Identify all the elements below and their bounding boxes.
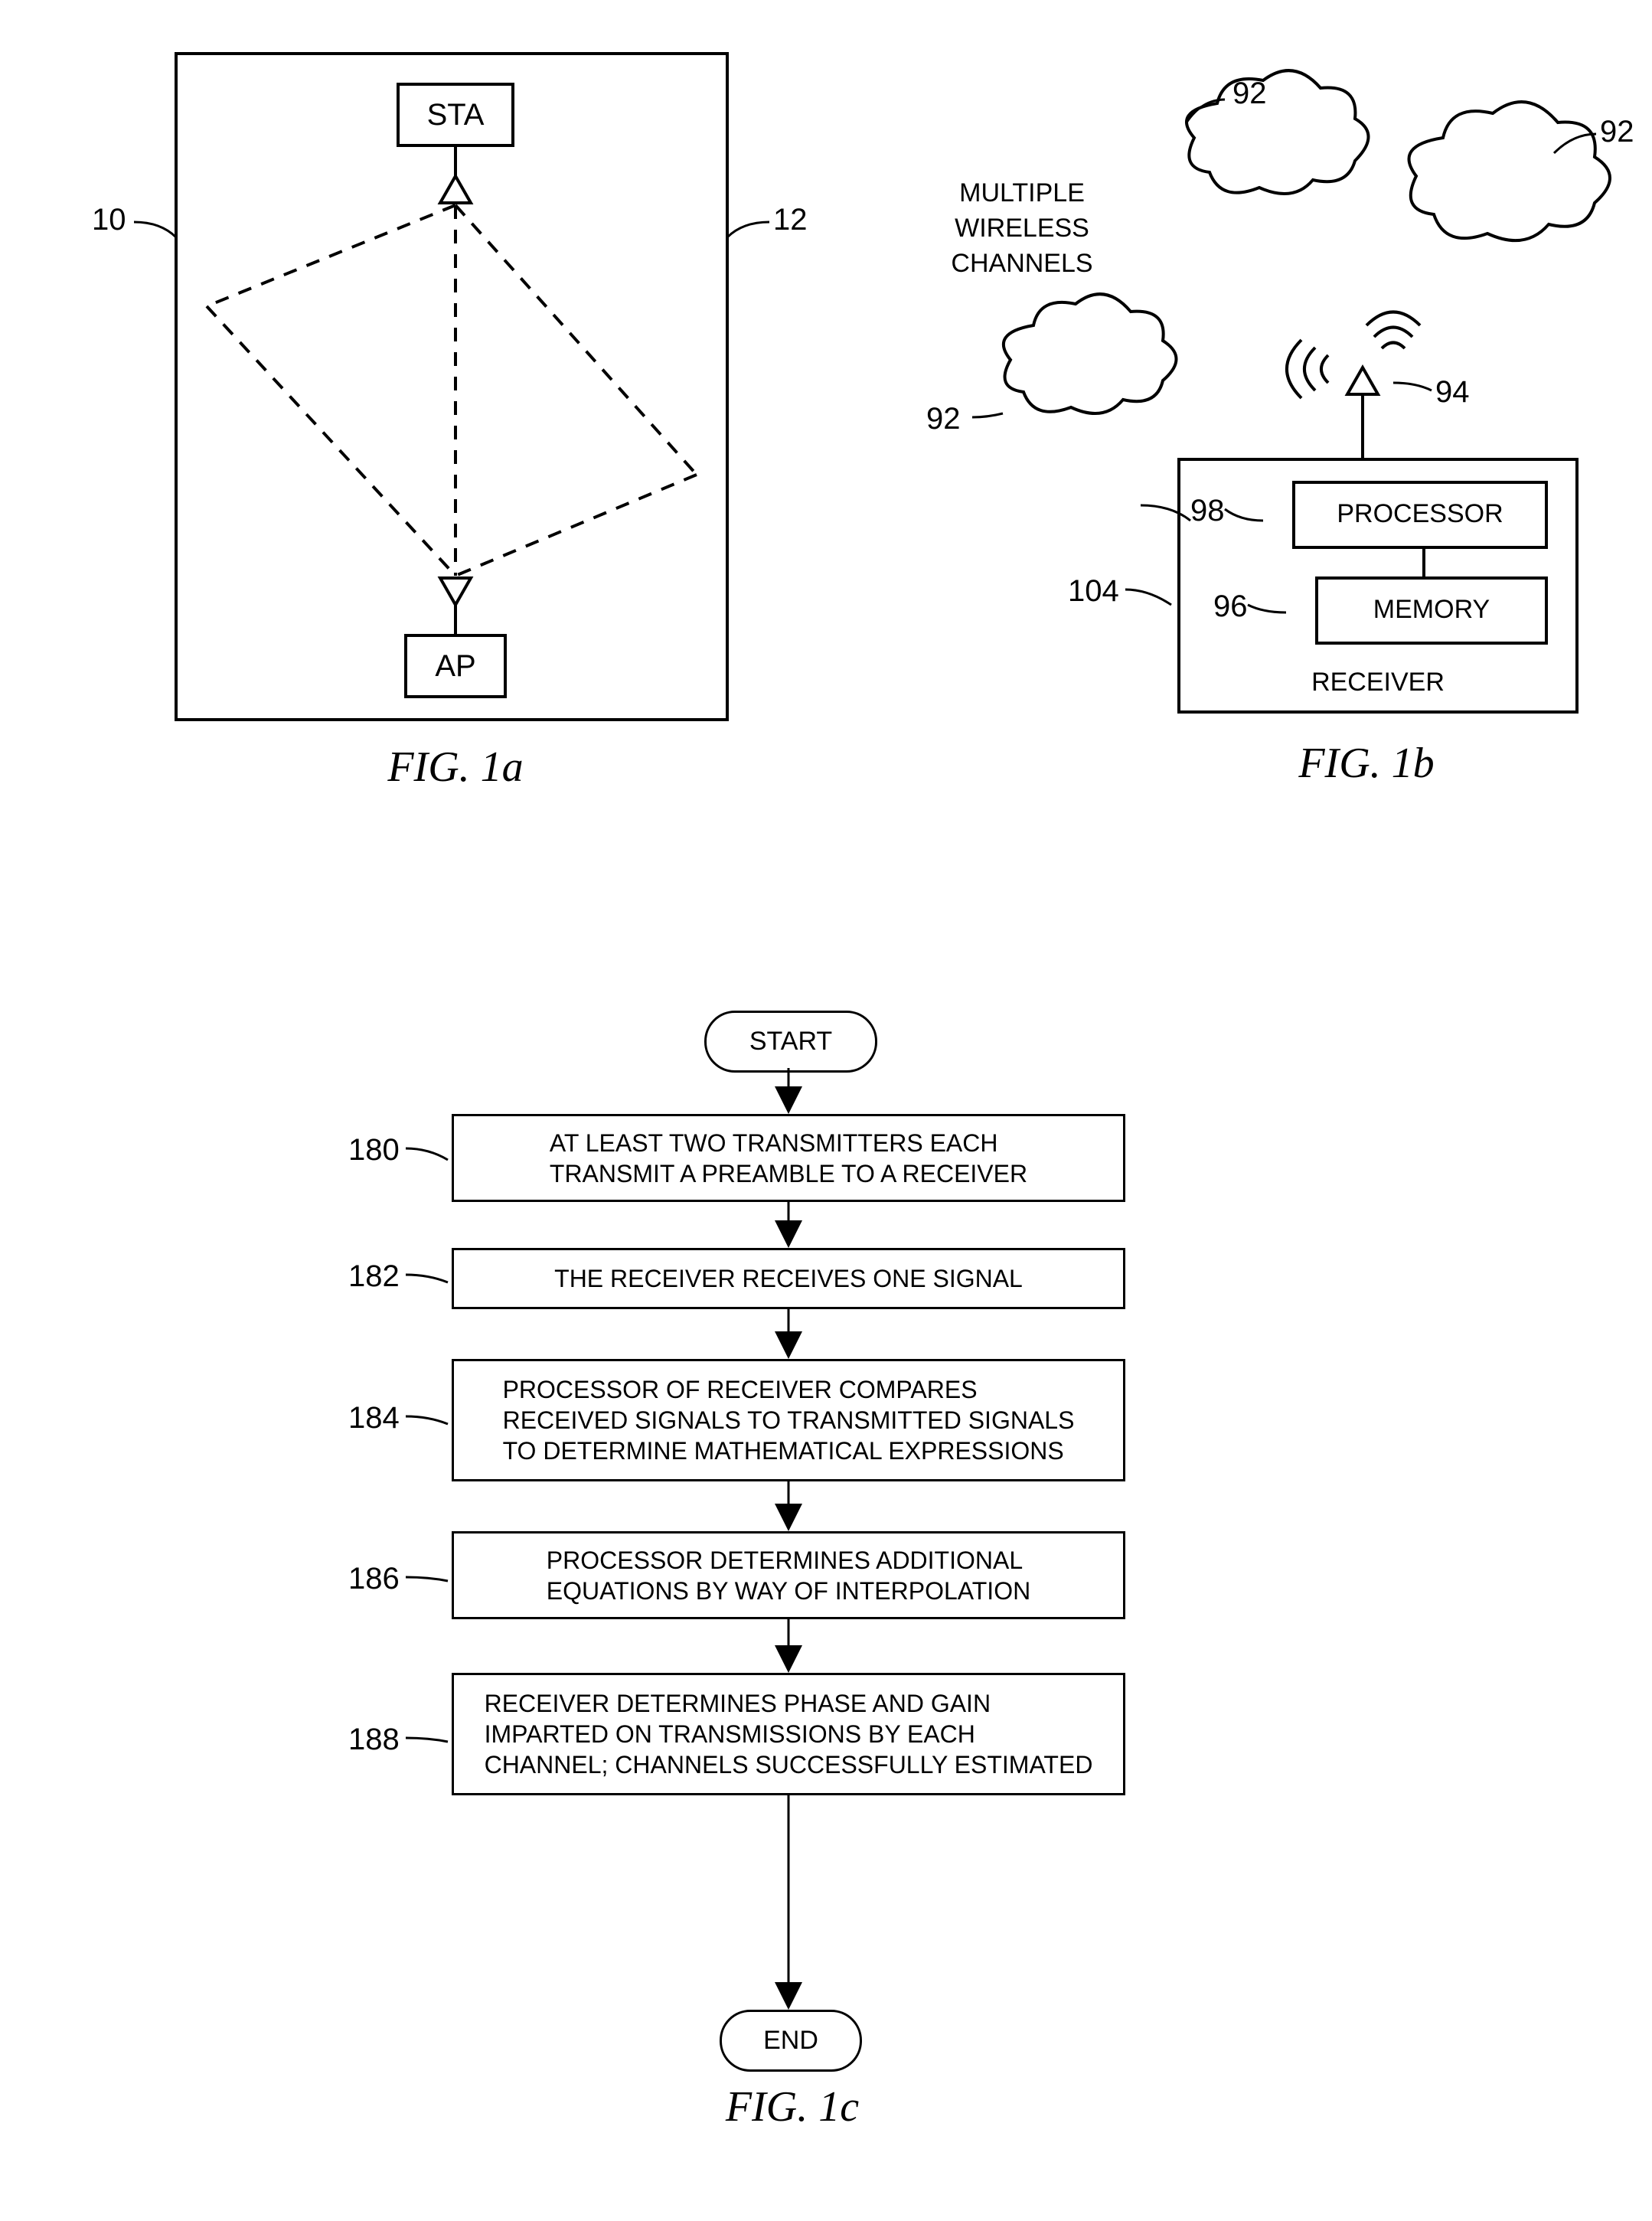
step-180: AT LEAST TWO TRANSMITTERS EACH TRANSMIT … xyxy=(452,1114,1125,1202)
page: STA AP 10 12 FIG. 1a xyxy=(0,0,1652,2221)
channels-l2: WIRELESS xyxy=(955,214,1089,243)
ref-184: 184 xyxy=(348,1401,400,1435)
ref-92-top: 92 xyxy=(1232,77,1267,111)
step-182-l1: THE RECEIVER RECEIVES ONE SIGNAL xyxy=(554,1265,1023,1292)
fig1a-svg xyxy=(0,0,1652,2221)
ref-182: 182 xyxy=(348,1259,400,1294)
step-186-l2: EQUATIONS BY WAY OF INTERPOLATION xyxy=(547,1577,1030,1605)
sta-box-label: STA xyxy=(398,98,513,132)
step-188-l1: RECEIVER DETERMINES PHASE AND GAIN xyxy=(485,1690,991,1717)
channels-label: MULTIPLE WIRELESS CHANNELS xyxy=(934,176,1110,282)
memory-label: MEMORY xyxy=(1317,595,1546,625)
ref-104: 104 xyxy=(1068,574,1119,609)
step-186-l1: PROCESSOR DETERMINES ADDITIONAL xyxy=(547,1547,1023,1574)
step-184-l1: PROCESSOR OF RECEIVER COMPARES xyxy=(503,1376,978,1403)
channels-l1: MULTIPLE xyxy=(959,178,1085,207)
ref-96: 96 xyxy=(1213,590,1248,624)
receiver-label: RECEIVER xyxy=(1179,668,1577,697)
ref-94: 94 xyxy=(1435,375,1470,410)
step-184-l2: RECEIVED SIGNALS TO TRANSMITTED SIGNALS xyxy=(503,1406,1075,1434)
step-186: PROCESSOR DETERMINES ADDITIONAL EQUATION… xyxy=(452,1531,1125,1619)
step-184: PROCESSOR OF RECEIVER COMPARES RECEIVED … xyxy=(452,1359,1125,1481)
fig1c-svg xyxy=(0,0,1652,2221)
fig1b-label: FIG. 1b xyxy=(1240,739,1493,788)
fig1a-label: FIG. 1a xyxy=(329,743,582,792)
step-182: THE RECEIVER RECEIVES ONE SIGNAL xyxy=(452,1248,1125,1309)
channels-l3: CHANNELS xyxy=(951,249,1092,278)
end-terminator: END xyxy=(720,2010,862,2072)
ref-12: 12 xyxy=(773,203,808,237)
start-terminator: START xyxy=(704,1011,877,1073)
step-180-l1: AT LEAST TWO TRANSMITTERS EACH xyxy=(550,1129,998,1157)
step-188: RECEIVER DETERMINES PHASE AND GAIN IMPAR… xyxy=(452,1673,1125,1795)
ref-186: 186 xyxy=(348,1562,400,1596)
ref-92-right: 92 xyxy=(1600,115,1634,149)
ref-10: 10 xyxy=(92,203,126,237)
step-184-l3: TO DETERMINE MATHEMATICAL EXPRESSIONS xyxy=(503,1437,1064,1465)
ref-188: 188 xyxy=(348,1723,400,1757)
ref-92-left: 92 xyxy=(926,402,961,436)
fig1b-svg xyxy=(0,0,1652,2221)
ref-180: 180 xyxy=(348,1133,400,1168)
fig1c-label: FIG. 1c xyxy=(666,2082,919,2131)
processor-label: PROCESSOR xyxy=(1294,499,1546,529)
ap-box-label: AP xyxy=(406,649,505,684)
step-188-l3: CHANNEL; CHANNELS SUCCESSFULLY ESTIMATED xyxy=(485,1751,1093,1778)
step-188-l2: IMPARTED ON TRANSMISSIONS BY EACH xyxy=(485,1720,975,1748)
ref-98: 98 xyxy=(1190,494,1225,528)
step-180-l2: TRANSMIT A PREAMBLE TO A RECEIVER xyxy=(550,1160,1027,1187)
